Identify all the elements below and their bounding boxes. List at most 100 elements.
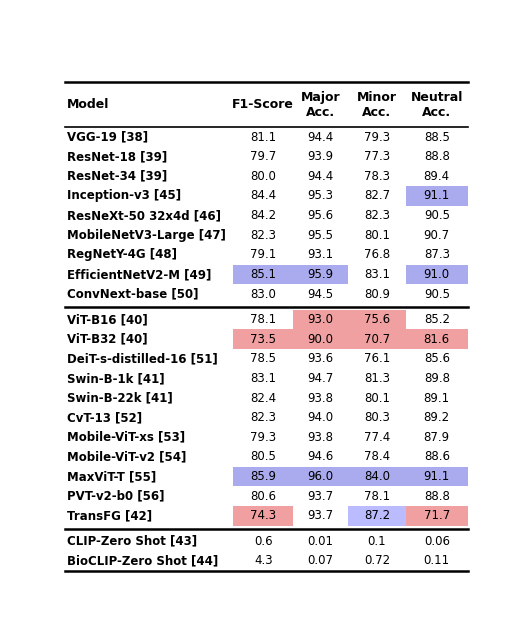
Text: 78.4: 78.4 (364, 450, 390, 464)
Text: 84.2: 84.2 (250, 209, 276, 222)
Text: 0.01: 0.01 (308, 535, 334, 548)
Text: 79.7: 79.7 (250, 150, 277, 163)
Bar (406, 329, 468, 349)
Text: 82.7: 82.7 (364, 189, 390, 202)
Text: 81.1: 81.1 (250, 131, 276, 144)
Text: 93.7: 93.7 (308, 489, 334, 503)
Text: 82.3: 82.3 (364, 209, 390, 222)
Text: 80.6: 80.6 (250, 489, 276, 503)
Bar (233, 265, 293, 284)
Text: 84.0: 84.0 (364, 470, 390, 483)
Text: 78.1: 78.1 (250, 313, 276, 326)
Text: 78.3: 78.3 (364, 170, 390, 183)
Text: 85.9: 85.9 (250, 470, 276, 483)
Text: Minor
Acc.: Minor Acc. (357, 91, 397, 118)
Text: 91.1: 91.1 (424, 189, 450, 202)
Text: ViT-B32 [40]: ViT-B32 [40] (67, 333, 148, 346)
Text: 79.3: 79.3 (250, 431, 276, 444)
Text: ResNet-34 [39]: ResNet-34 [39] (67, 170, 167, 183)
Bar (293, 265, 348, 284)
Text: 80.3: 80.3 (364, 411, 390, 424)
Text: 80.0: 80.0 (250, 170, 276, 183)
Text: 89.1: 89.1 (424, 392, 450, 404)
Text: 0.6: 0.6 (254, 535, 272, 548)
Text: 79.1: 79.1 (250, 249, 277, 261)
Bar (406, 506, 468, 526)
Text: CLIP-Zero Shot [43]: CLIP-Zero Shot [43] (67, 535, 197, 548)
Text: 81.3: 81.3 (364, 372, 390, 385)
Bar (406, 265, 468, 284)
Text: 74.3: 74.3 (250, 509, 276, 522)
Text: 88.5: 88.5 (424, 131, 450, 144)
Text: 73.5: 73.5 (250, 333, 276, 346)
Bar (406, 467, 468, 486)
Bar (293, 329, 348, 349)
Bar (348, 329, 406, 349)
Text: 91.0: 91.0 (424, 268, 450, 281)
Bar (233, 506, 293, 526)
Text: Neutral
Acc.: Neutral Acc. (411, 91, 463, 118)
Text: 0.11: 0.11 (424, 554, 450, 567)
Text: 95.3: 95.3 (308, 189, 334, 202)
Text: 84.4: 84.4 (250, 189, 276, 202)
Text: ResNeXt-50 32x4d [46]: ResNeXt-50 32x4d [46] (67, 209, 221, 222)
Text: 90.5: 90.5 (424, 288, 450, 301)
Text: ResNet-18 [39]: ResNet-18 [39] (67, 150, 167, 163)
Bar (348, 310, 406, 329)
Text: 82.4: 82.4 (250, 392, 276, 404)
Text: 91.1: 91.1 (424, 470, 450, 483)
Text: 85.2: 85.2 (424, 313, 450, 326)
Text: 94.5: 94.5 (308, 288, 334, 301)
Text: 95.9: 95.9 (308, 268, 334, 281)
Text: 78.1: 78.1 (364, 489, 390, 503)
Text: 95.5: 95.5 (308, 229, 334, 242)
Text: 90.7: 90.7 (424, 229, 450, 242)
Bar (348, 467, 406, 486)
Text: 93.6: 93.6 (308, 352, 334, 365)
Text: Inception-v3 [45]: Inception-v3 [45] (67, 189, 181, 202)
Text: 81.6: 81.6 (424, 333, 450, 346)
Text: 93.8: 93.8 (308, 431, 334, 444)
Text: 94.4: 94.4 (307, 170, 334, 183)
Text: 89.4: 89.4 (424, 170, 450, 183)
Text: 89.8: 89.8 (424, 372, 450, 385)
Text: 76.1: 76.1 (364, 352, 390, 365)
Text: 88.8: 88.8 (424, 150, 450, 163)
Text: VGG-19 [38]: VGG-19 [38] (67, 131, 148, 144)
Text: 80.1: 80.1 (364, 229, 390, 242)
Text: Mobile-ViT-xs [53]: Mobile-ViT-xs [53] (67, 431, 185, 444)
Text: 0.72: 0.72 (364, 554, 390, 567)
Text: 85.6: 85.6 (424, 352, 450, 365)
Text: Model: Model (67, 99, 109, 111)
Bar (293, 310, 348, 329)
Text: ConvNext-base [50]: ConvNext-base [50] (67, 288, 199, 301)
Text: F1-Score: F1-Score (232, 99, 294, 111)
Text: 87.9: 87.9 (424, 431, 450, 444)
Text: 70.7: 70.7 (364, 333, 390, 346)
Text: DeiT-s-distilled-16 [51]: DeiT-s-distilled-16 [51] (67, 352, 218, 365)
Text: 95.6: 95.6 (308, 209, 334, 222)
Text: 94.4: 94.4 (307, 131, 334, 144)
Text: 71.7: 71.7 (424, 509, 450, 522)
Text: 85.1: 85.1 (250, 268, 276, 281)
Text: 90.5: 90.5 (424, 209, 450, 222)
Text: Major
Acc.: Major Acc. (301, 91, 341, 118)
Text: 96.0: 96.0 (308, 470, 334, 483)
Text: 76.8: 76.8 (364, 249, 390, 261)
Bar (293, 467, 348, 486)
Text: 93.8: 93.8 (308, 392, 334, 404)
Text: MaxViT-T [55]: MaxViT-T [55] (67, 470, 157, 483)
Text: 93.9: 93.9 (308, 150, 334, 163)
Text: 77.3: 77.3 (364, 150, 390, 163)
Text: 82.3: 82.3 (250, 229, 276, 242)
Text: 89.2: 89.2 (424, 411, 450, 424)
Text: 80.9: 80.9 (364, 288, 390, 301)
Text: ViT-B16 [40]: ViT-B16 [40] (67, 313, 148, 326)
Text: RegNetY-4G [48]: RegNetY-4G [48] (67, 249, 177, 261)
Text: 75.6: 75.6 (364, 313, 390, 326)
Text: CvT-13 [52]: CvT-13 [52] (67, 411, 142, 424)
Bar (348, 506, 406, 526)
Text: 83.1: 83.1 (364, 268, 390, 281)
Text: TransFG [42]: TransFG [42] (67, 509, 152, 522)
Text: 4.3: 4.3 (254, 554, 272, 567)
